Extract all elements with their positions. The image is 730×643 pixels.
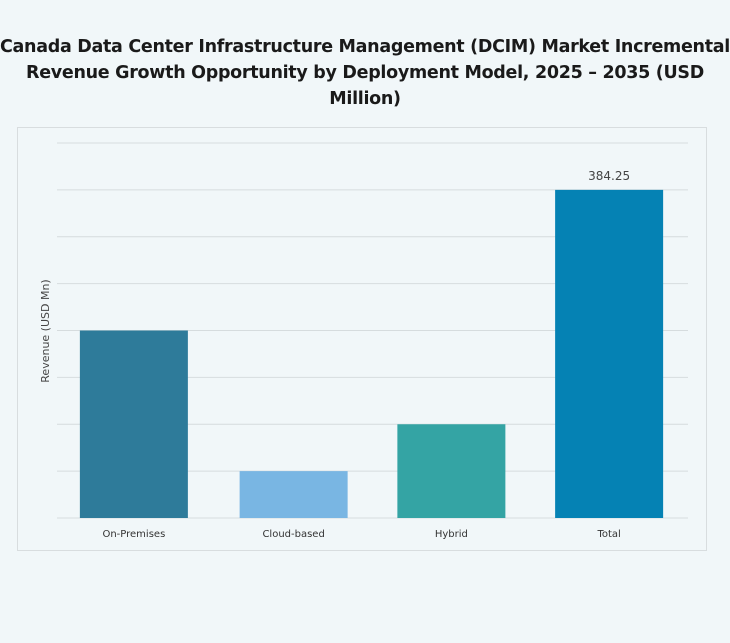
- x-tick-label: Hybrid: [435, 529, 468, 540]
- x-tick-label: On-Premises: [102, 529, 165, 540]
- data-label: 384.25: [588, 169, 630, 183]
- bar-total: [555, 189, 664, 518]
- bar-on-premises: [79, 330, 188, 518]
- x-tick-label: Cloud-based: [262, 529, 324, 540]
- x-tick-label: Total: [596, 529, 620, 540]
- y-axis-label: Revenue (USD Mn): [39, 279, 52, 382]
- bar-hybrid: [397, 424, 506, 518]
- chart-title: Canada Data Center Infrastructure Manage…: [0, 37, 730, 109]
- bar-cloud-based: [239, 471, 348, 518]
